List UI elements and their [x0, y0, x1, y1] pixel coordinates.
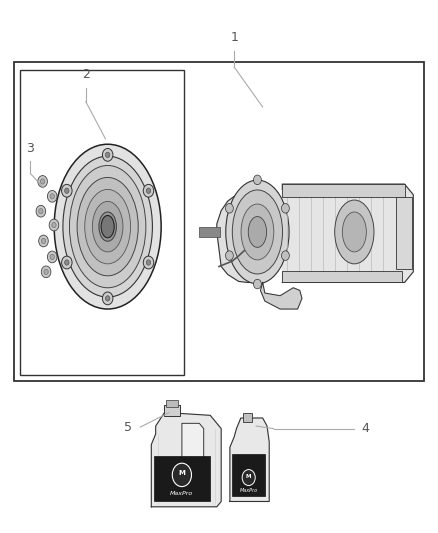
Circle shape	[52, 222, 56, 228]
Text: 1: 1	[230, 31, 238, 44]
Ellipse shape	[232, 190, 283, 274]
Ellipse shape	[54, 144, 161, 309]
Text: M: M	[178, 470, 185, 476]
Circle shape	[242, 470, 255, 486]
Ellipse shape	[101, 215, 114, 238]
Circle shape	[143, 184, 154, 197]
Circle shape	[62, 184, 72, 197]
Circle shape	[39, 208, 43, 214]
Circle shape	[143, 256, 154, 269]
Polygon shape	[151, 413, 221, 507]
Bar	[243, 413, 252, 422]
Circle shape	[36, 205, 46, 217]
Circle shape	[50, 254, 54, 260]
Circle shape	[282, 204, 290, 213]
Ellipse shape	[70, 165, 146, 288]
Circle shape	[106, 152, 110, 158]
Bar	[283, 271, 403, 282]
Circle shape	[47, 190, 57, 202]
Text: 4: 4	[361, 422, 369, 435]
Polygon shape	[261, 282, 302, 309]
Bar	[164, 405, 180, 416]
Circle shape	[41, 238, 46, 244]
Circle shape	[282, 251, 290, 261]
Circle shape	[172, 463, 191, 487]
Ellipse shape	[92, 201, 123, 252]
Text: 5: 5	[124, 421, 132, 433]
Bar	[14, 62, 424, 381]
Circle shape	[106, 296, 110, 301]
Text: M: M	[246, 474, 251, 479]
Bar	[153, 456, 210, 502]
Circle shape	[226, 251, 233, 261]
Circle shape	[226, 204, 233, 213]
Ellipse shape	[335, 200, 374, 264]
Ellipse shape	[343, 212, 366, 252]
Circle shape	[254, 175, 261, 184]
Ellipse shape	[99, 212, 117, 241]
Circle shape	[62, 256, 72, 269]
Circle shape	[102, 149, 113, 161]
Circle shape	[102, 292, 113, 305]
Circle shape	[65, 260, 69, 265]
Ellipse shape	[248, 216, 267, 247]
Text: 2: 2	[82, 69, 90, 82]
Circle shape	[44, 269, 48, 274]
Circle shape	[41, 266, 51, 278]
Ellipse shape	[85, 189, 131, 264]
Bar	[232, 454, 265, 496]
Polygon shape	[230, 418, 269, 502]
Bar	[283, 184, 405, 197]
Ellipse shape	[104, 220, 112, 233]
Text: 3: 3	[26, 142, 34, 155]
Ellipse shape	[241, 204, 274, 260]
Circle shape	[47, 251, 57, 263]
Bar	[166, 400, 178, 407]
Polygon shape	[217, 184, 280, 282]
Circle shape	[50, 193, 54, 199]
Bar	[199, 227, 220, 237]
Circle shape	[39, 235, 48, 247]
Text: MaxPro: MaxPro	[170, 491, 194, 496]
Circle shape	[49, 219, 59, 231]
Circle shape	[146, 188, 151, 193]
Circle shape	[40, 179, 45, 184]
Ellipse shape	[63, 156, 152, 297]
Circle shape	[38, 175, 47, 187]
Circle shape	[254, 279, 261, 289]
Bar	[20, 70, 184, 375]
Polygon shape	[182, 423, 204, 469]
Bar	[396, 197, 413, 269]
Text: MaxPro: MaxPro	[240, 488, 258, 494]
Circle shape	[65, 188, 69, 193]
Ellipse shape	[226, 180, 289, 284]
Ellipse shape	[77, 177, 138, 276]
Polygon shape	[283, 184, 413, 282]
Circle shape	[146, 260, 151, 265]
